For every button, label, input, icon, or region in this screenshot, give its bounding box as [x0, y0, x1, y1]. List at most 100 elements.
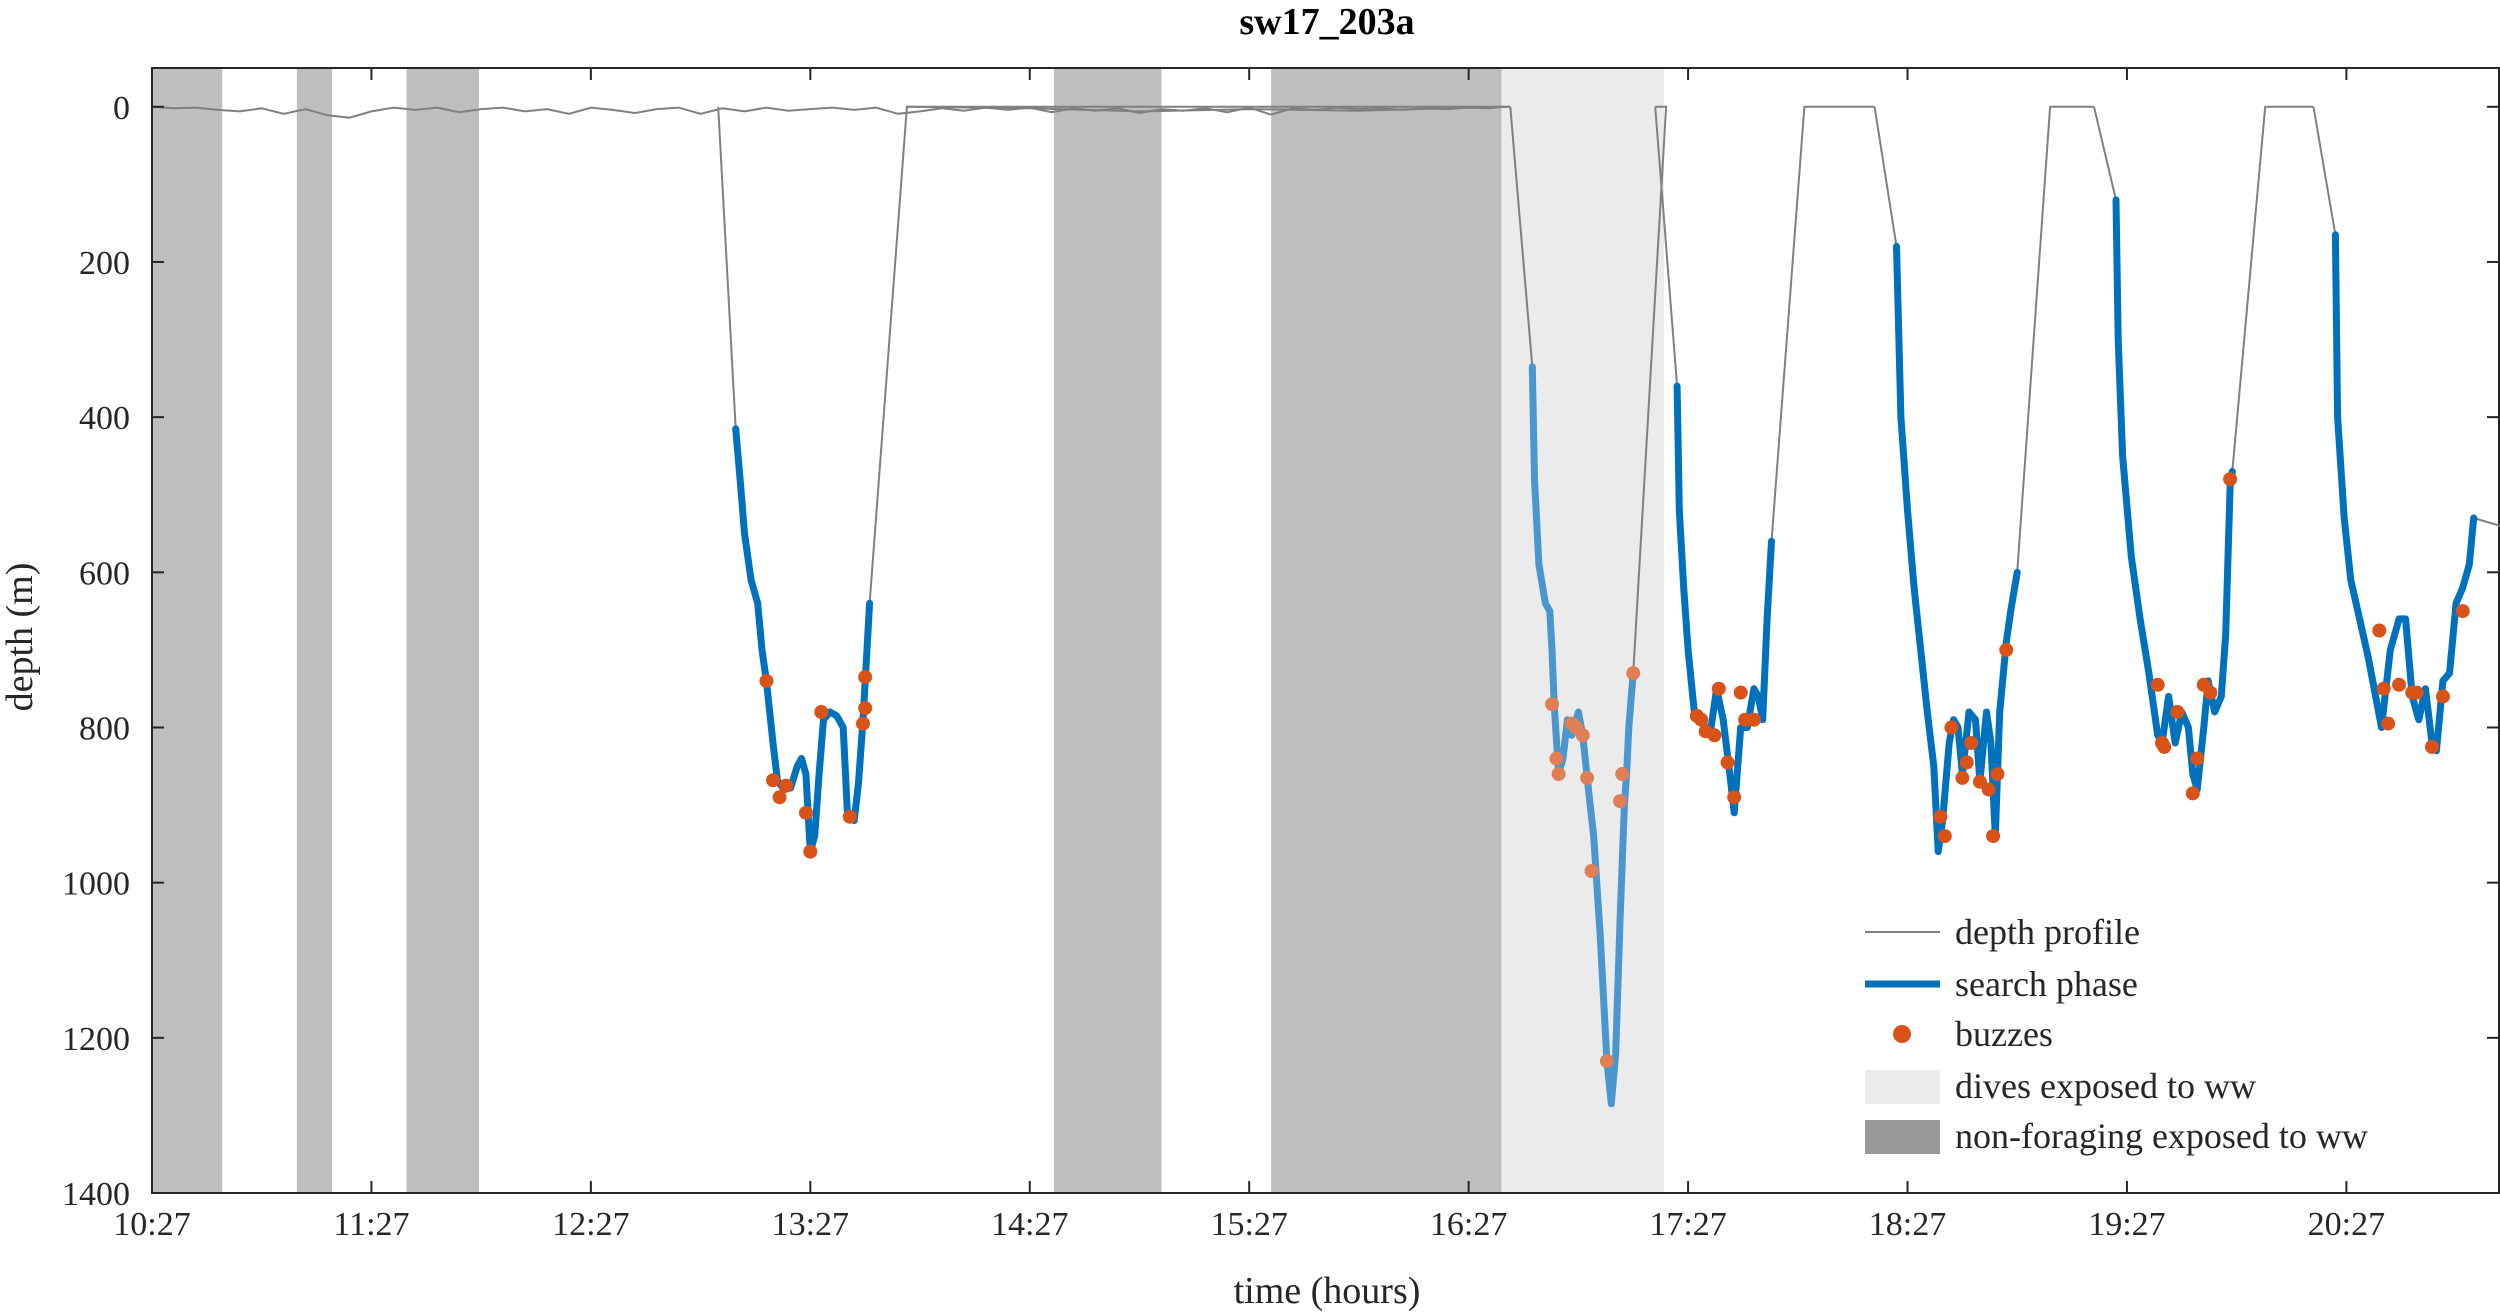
buzz-point-28: [1720, 755, 1735, 770]
buzz-point-2: [772, 790, 787, 805]
depth-ascent-1: [1632, 105, 1668, 674]
depth-descent-3: [1873, 106, 1898, 247]
y-tick-label-7: 1400: [62, 1176, 130, 1213]
y-tick-label-6: 1200: [62, 1021, 130, 1058]
legend-label-nonforaging: non-foraging exposed to ww: [1955, 1116, 2368, 1156]
nonforaging-region-1: [296, 68, 332, 1193]
buzz-point-24: [1694, 712, 1709, 727]
buzz-point-43: [1999, 642, 2014, 657]
buzz-point-19: [1599, 1054, 1614, 1069]
buzz-point-40: [1981, 782, 1996, 797]
depth-ascent-5: [2473, 517, 2500, 527]
search-dive-3: [1893, 242, 2021, 856]
x-tick-label-3: 13:27: [772, 1206, 849, 1243]
nonforaging-region-4: [1271, 68, 1502, 1193]
buzz-point-55: [2381, 716, 2396, 731]
buzz-point-44: [2150, 677, 2165, 692]
y-tick-label-4: 800: [79, 710, 130, 747]
depth-descent-0: [717, 106, 737, 429]
buzz-point-21: [1615, 767, 1630, 782]
y-axis-label: depth (m): [0, 563, 41, 712]
legend: depth profile search phase buzzes dives …: [1845, 905, 2470, 1177]
y-tick-label-2: 400: [79, 400, 130, 437]
buzz-point-38: [1964, 736, 1979, 750]
buzz-point-18: [1584, 864, 1599, 879]
buzz-point-48: [2185, 786, 2200, 801]
buzz-point-20: [1613, 794, 1628, 809]
buzz-point-46: [2157, 739, 2172, 754]
legend-label-exposed-dives: dives exposed to ww: [1955, 1066, 2256, 1106]
search-dive-4: [2112, 196, 2236, 794]
buzz-point-27: [1711, 681, 1726, 696]
buzz-point-59: [2424, 739, 2439, 754]
buzz-point-13: [1551, 767, 1566, 782]
x-tick-label-8: 18:27: [1869, 1206, 1946, 1243]
buzz-point-11: [1545, 697, 1560, 712]
buzz-point-30: [1733, 685, 1748, 700]
buzz-point-53: [2372, 623, 2387, 638]
y-tick-label-1: 200: [79, 245, 130, 282]
legend-swatch-buzzes: [1893, 1025, 1911, 1043]
buzz-point-12: [1549, 751, 1564, 766]
buzz-point-60: [2435, 689, 2450, 704]
buzz-point-10: [858, 670, 873, 685]
buzz-point-49: [2190, 751, 2205, 766]
x-tick-label-6: 16:27: [1430, 1206, 1507, 1243]
buzz-point-0: [759, 673, 774, 688]
buzz-point-5: [803, 844, 818, 859]
depth-surface-midday: [906, 105, 1511, 113]
buzz-point-16: [1575, 728, 1590, 743]
x-tick-label-4: 14:27: [991, 1206, 1068, 1243]
buzz-point-17: [1580, 770, 1595, 785]
legend-label-buzzes: buzzes: [1955, 1014, 2053, 1054]
chart-title: sw17_203a: [1239, 1, 1414, 43]
buzz-point-61: [2455, 604, 2470, 619]
buzz-point-34: [1937, 829, 1952, 844]
y-tick-label-5: 1000: [62, 866, 130, 903]
buzz-point-1: [766, 773, 781, 788]
nonforaging-region-3: [1053, 68, 1162, 1193]
buzz-point-8: [855, 716, 870, 731]
y-tick-label-0: 0: [113, 90, 130, 127]
buzz-point-33: [1933, 809, 1948, 824]
nonforaging-region-2: [406, 68, 479, 1193]
legend-swatch-nonforaging: [1865, 1120, 1940, 1154]
buzz-point-35: [1944, 720, 1959, 735]
depth-descent-2: [1654, 106, 1679, 387]
exposed-dive-region-0: [1501, 68, 1664, 1193]
buzz-point-54: [2376, 681, 2391, 696]
buzz-point-56: [2392, 677, 2407, 692]
x-tick-label-7: 17:27: [1649, 1206, 1726, 1243]
x-tick-label-10: 20:27: [2308, 1206, 2385, 1243]
legend-label-search: search phase: [1955, 964, 2138, 1004]
buzz-point-52: [2223, 472, 2238, 487]
depth-ascent-4: [2231, 105, 2314, 472]
buzz-point-22: [1626, 666, 1641, 681]
depth-ascent-3: [2016, 105, 2094, 573]
x-tick-label-0: 10:27: [113, 1206, 190, 1243]
depth-ascent-2: [1770, 105, 1875, 542]
axis-ticks: 10:27 11:27 12:27 13:27 14:27 15:27 16:27 17:27…: [62, 68, 2499, 1243]
plot-axes: [151, 67, 2500, 1194]
y-tick-label-3: 600: [79, 555, 130, 592]
buzz-point-3: [779, 778, 794, 793]
search-dive-5: [2331, 231, 2478, 755]
buzz-point-6: [814, 704, 829, 719]
buzzes-series: [759, 472, 2470, 1069]
x-tick-label-1: 11:27: [333, 1206, 409, 1243]
x-tick-label-5: 15:27: [1210, 1206, 1287, 1243]
buzz-point-47: [2170, 704, 2185, 719]
buzz-point-36: [1955, 770, 1970, 785]
buzz-point-9: [858, 701, 873, 716]
buzz-point-41: [1986, 829, 2001, 844]
buzz-point-29: [1727, 790, 1742, 805]
legend-swatch-exposed-dives: [1865, 1070, 1940, 1104]
nonforaging-region-0: [152, 68, 223, 1193]
buzz-point-58: [2409, 685, 2424, 700]
buzz-point-32: [1746, 712, 1761, 727]
depth-descent-5: [2312, 106, 2337, 235]
shaded-regions: [152, 68, 1664, 1193]
buzz-point-4: [798, 805, 813, 820]
x-axis-label: time (hours): [1234, 1270, 1421, 1312]
buzz-point-42: [1990, 767, 2005, 782]
